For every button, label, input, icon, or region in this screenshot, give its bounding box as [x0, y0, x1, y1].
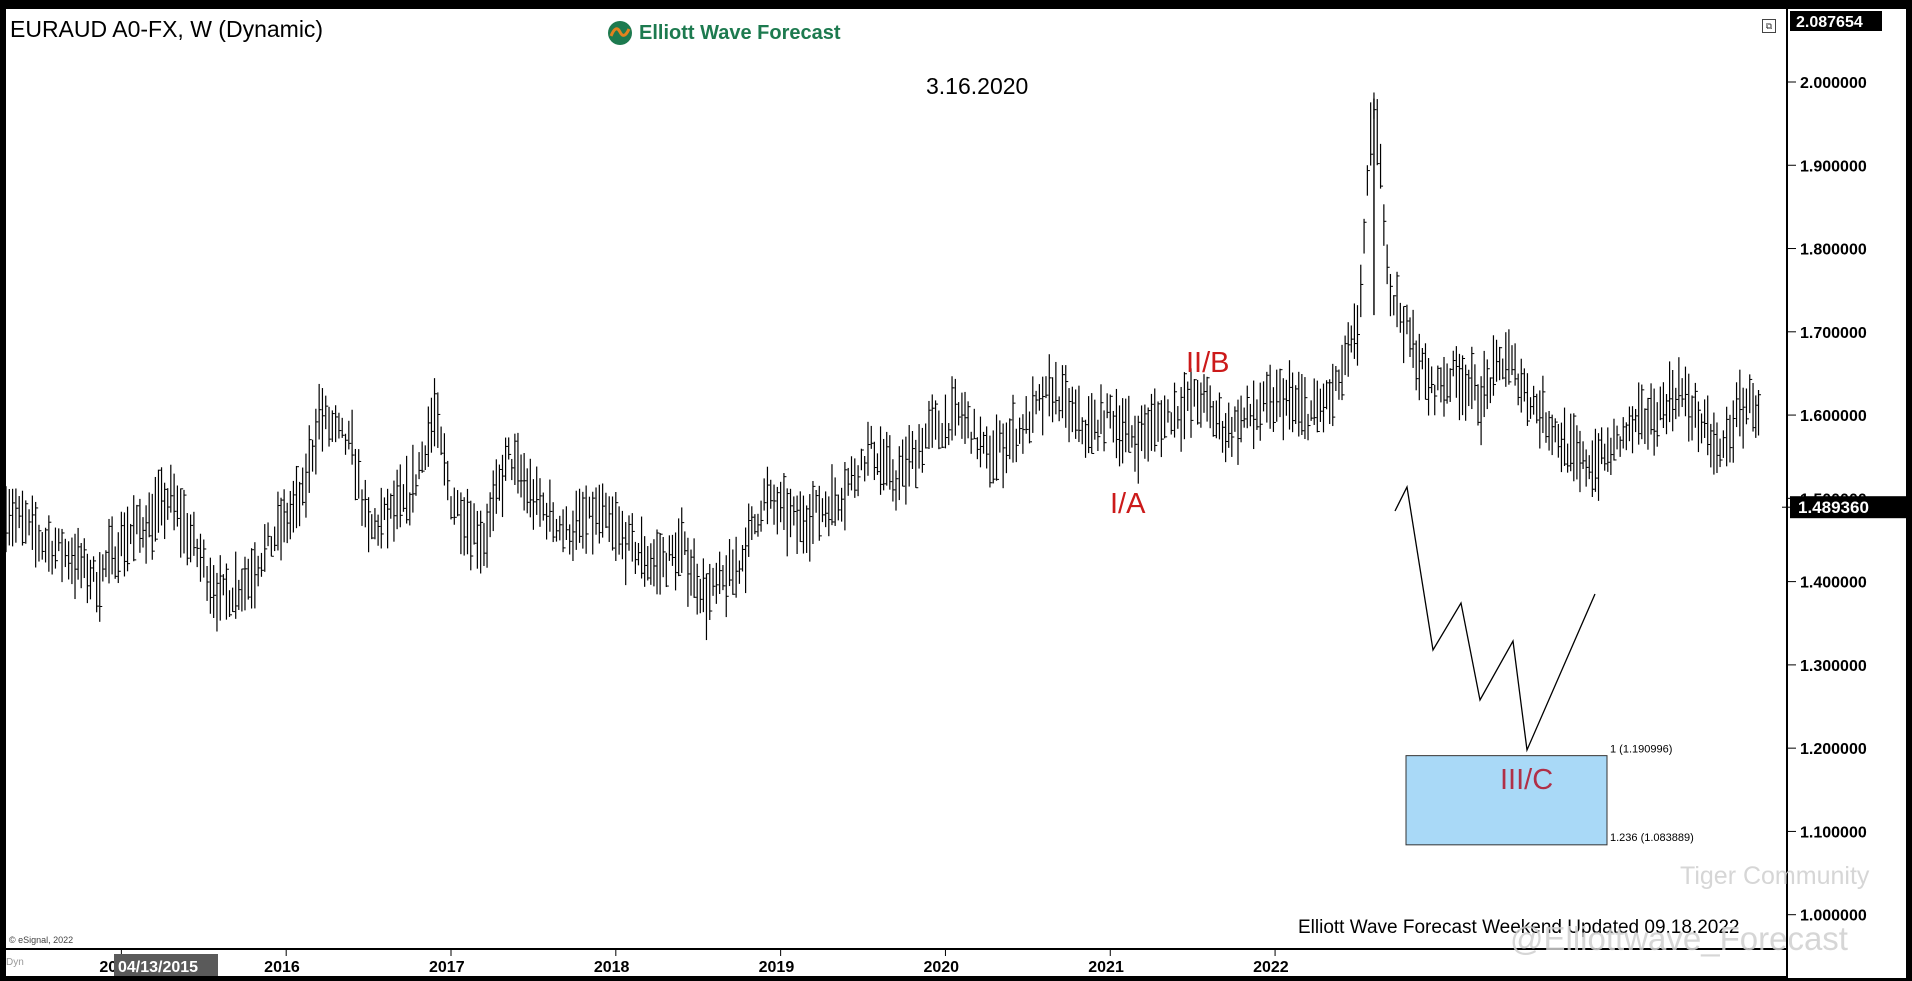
cursor-date-label: 04/13/2015: [118, 959, 198, 976]
logo-text: Elliott Wave Forecast: [639, 21, 841, 44]
top-price-label: 2.087654: [1796, 14, 1863, 31]
annotation-wave: II/B: [1186, 347, 1230, 379]
copyright-label: © eSignal, 2022: [9, 935, 74, 945]
y-tick-label: 2.000000: [1800, 75, 1867, 92]
x-tick-label: 2018: [594, 959, 630, 976]
update-note: Elliott Wave Forecast Weekend Updated 09…: [1298, 917, 1740, 938]
elliott-wave-logo-icon: [608, 21, 632, 45]
logo: Elliott Wave Forecast: [607, 20, 841, 46]
y-tick-label: 1.400000: [1800, 575, 1867, 592]
x-tick-label: 2020: [923, 959, 959, 976]
annotation-wave: I/A: [1110, 488, 1146, 520]
annotation-wave-c: III/C: [1500, 764, 1553, 796]
time-axis-panel: [6, 950, 1786, 976]
target-zone-box: [1405, 755, 1608, 846]
annotation-peak: 3.16.2020: [926, 73, 1028, 99]
y-tick-label: 1.600000: [1800, 408, 1867, 425]
price-axis-panel: [1788, 9, 1906, 978]
y-tick-label: 1.900000: [1800, 158, 1867, 175]
projected-path: [1394, 484, 1596, 753]
y-tick-label: 1.300000: [1800, 658, 1867, 675]
last-price-tag: [1790, 496, 1908, 519]
last-price-label: 1.489360: [1798, 498, 1869, 517]
target-upper-label: 1 (1.190996): [1610, 744, 1672, 756]
x-tick-label: 2019: [759, 959, 795, 976]
watermark-handle: @Elliottwave_Forecast: [1510, 920, 1848, 957]
instrument-title: EURAUD A0-FX, W (Dynamic): [10, 16, 324, 42]
y-tick-label: 1.800000: [1800, 242, 1867, 259]
target-lower-label: 1.236 (1.083889): [1610, 832, 1694, 844]
y-tick-label: 1.200000: [1800, 741, 1867, 758]
dynamic-mode-label: Dyn: [6, 957, 24, 968]
x-tick-label: 2016: [264, 959, 300, 976]
top-price-tag: [1790, 11, 1882, 31]
y-tick-label: 1.000000: [1800, 908, 1867, 925]
y-tick-label: 1.100000: [1800, 824, 1867, 841]
x-tick-label: 2022: [1253, 959, 1289, 976]
watermark-tiger-community: Tiger Community: [1680, 862, 1870, 890]
y-tick-label: 1.700000: [1800, 325, 1867, 342]
detach-window-button[interactable]: ⧉: [1762, 19, 1776, 33]
x-tick-label: 2017: [429, 959, 465, 976]
x-tick-label: 2021: [1088, 959, 1124, 976]
cursor-date-tag: [114, 954, 218, 976]
